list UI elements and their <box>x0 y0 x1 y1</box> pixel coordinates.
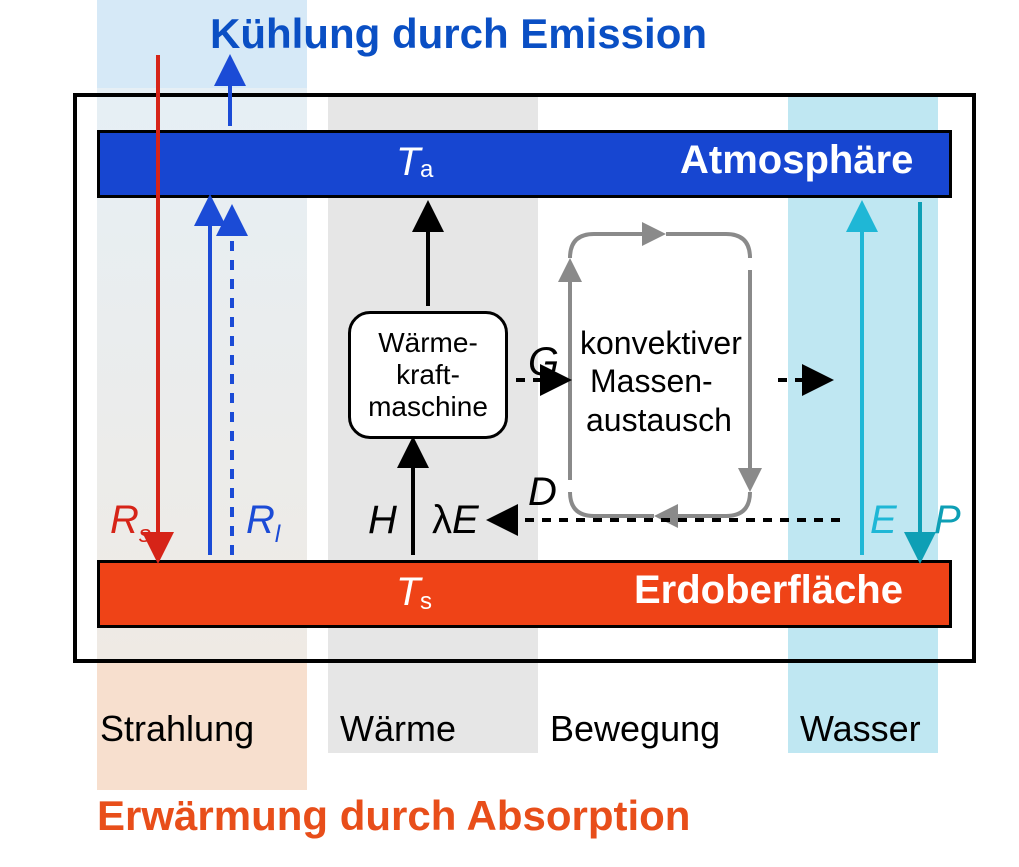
label-Ts-s: s <box>420 588 432 616</box>
engine-line1: Wärme- <box>378 327 478 359</box>
label-H: H <box>368 498 397 543</box>
konv-line2: Massen- <box>580 362 742 400</box>
label-surface: Erdoberfläche <box>634 568 903 613</box>
col-bewegung: Bewegung <box>550 708 720 750</box>
label-D: D <box>528 470 557 515</box>
heat-engine-box: Wärme- kraft- maschine <box>348 311 508 439</box>
label-E: E <box>870 498 897 543</box>
label-Rs: Rs <box>110 498 151 549</box>
label-Ta-a: a <box>420 156 433 184</box>
label-G: G <box>528 340 559 385</box>
col-wasser: Wasser <box>800 708 921 750</box>
engine-line2: kraft- <box>396 359 460 391</box>
col-waerme: Wärme <box>340 708 456 750</box>
konvektiv-text: konvektiver Massen- austausch <box>580 324 742 439</box>
label-Ts-T: T <box>396 570 420 615</box>
label-Ta-T: T <box>396 140 420 185</box>
label-Rl: Rl <box>246 498 280 549</box>
engine-line3: maschine <box>368 391 488 423</box>
col-strahlung: Strahlung <box>100 708 254 750</box>
konv-line1: konvektiver <box>580 324 742 362</box>
label-P: P <box>934 498 961 543</box>
konv-line3: austausch <box>580 401 742 439</box>
label-atmosphere: Atmosphäre <box>680 138 913 183</box>
title-bottom: Erwärmung durch Absorption <box>97 792 690 840</box>
title-top: Kühlung durch Emission <box>210 10 707 58</box>
label-lambdaE: λE <box>432 498 479 543</box>
